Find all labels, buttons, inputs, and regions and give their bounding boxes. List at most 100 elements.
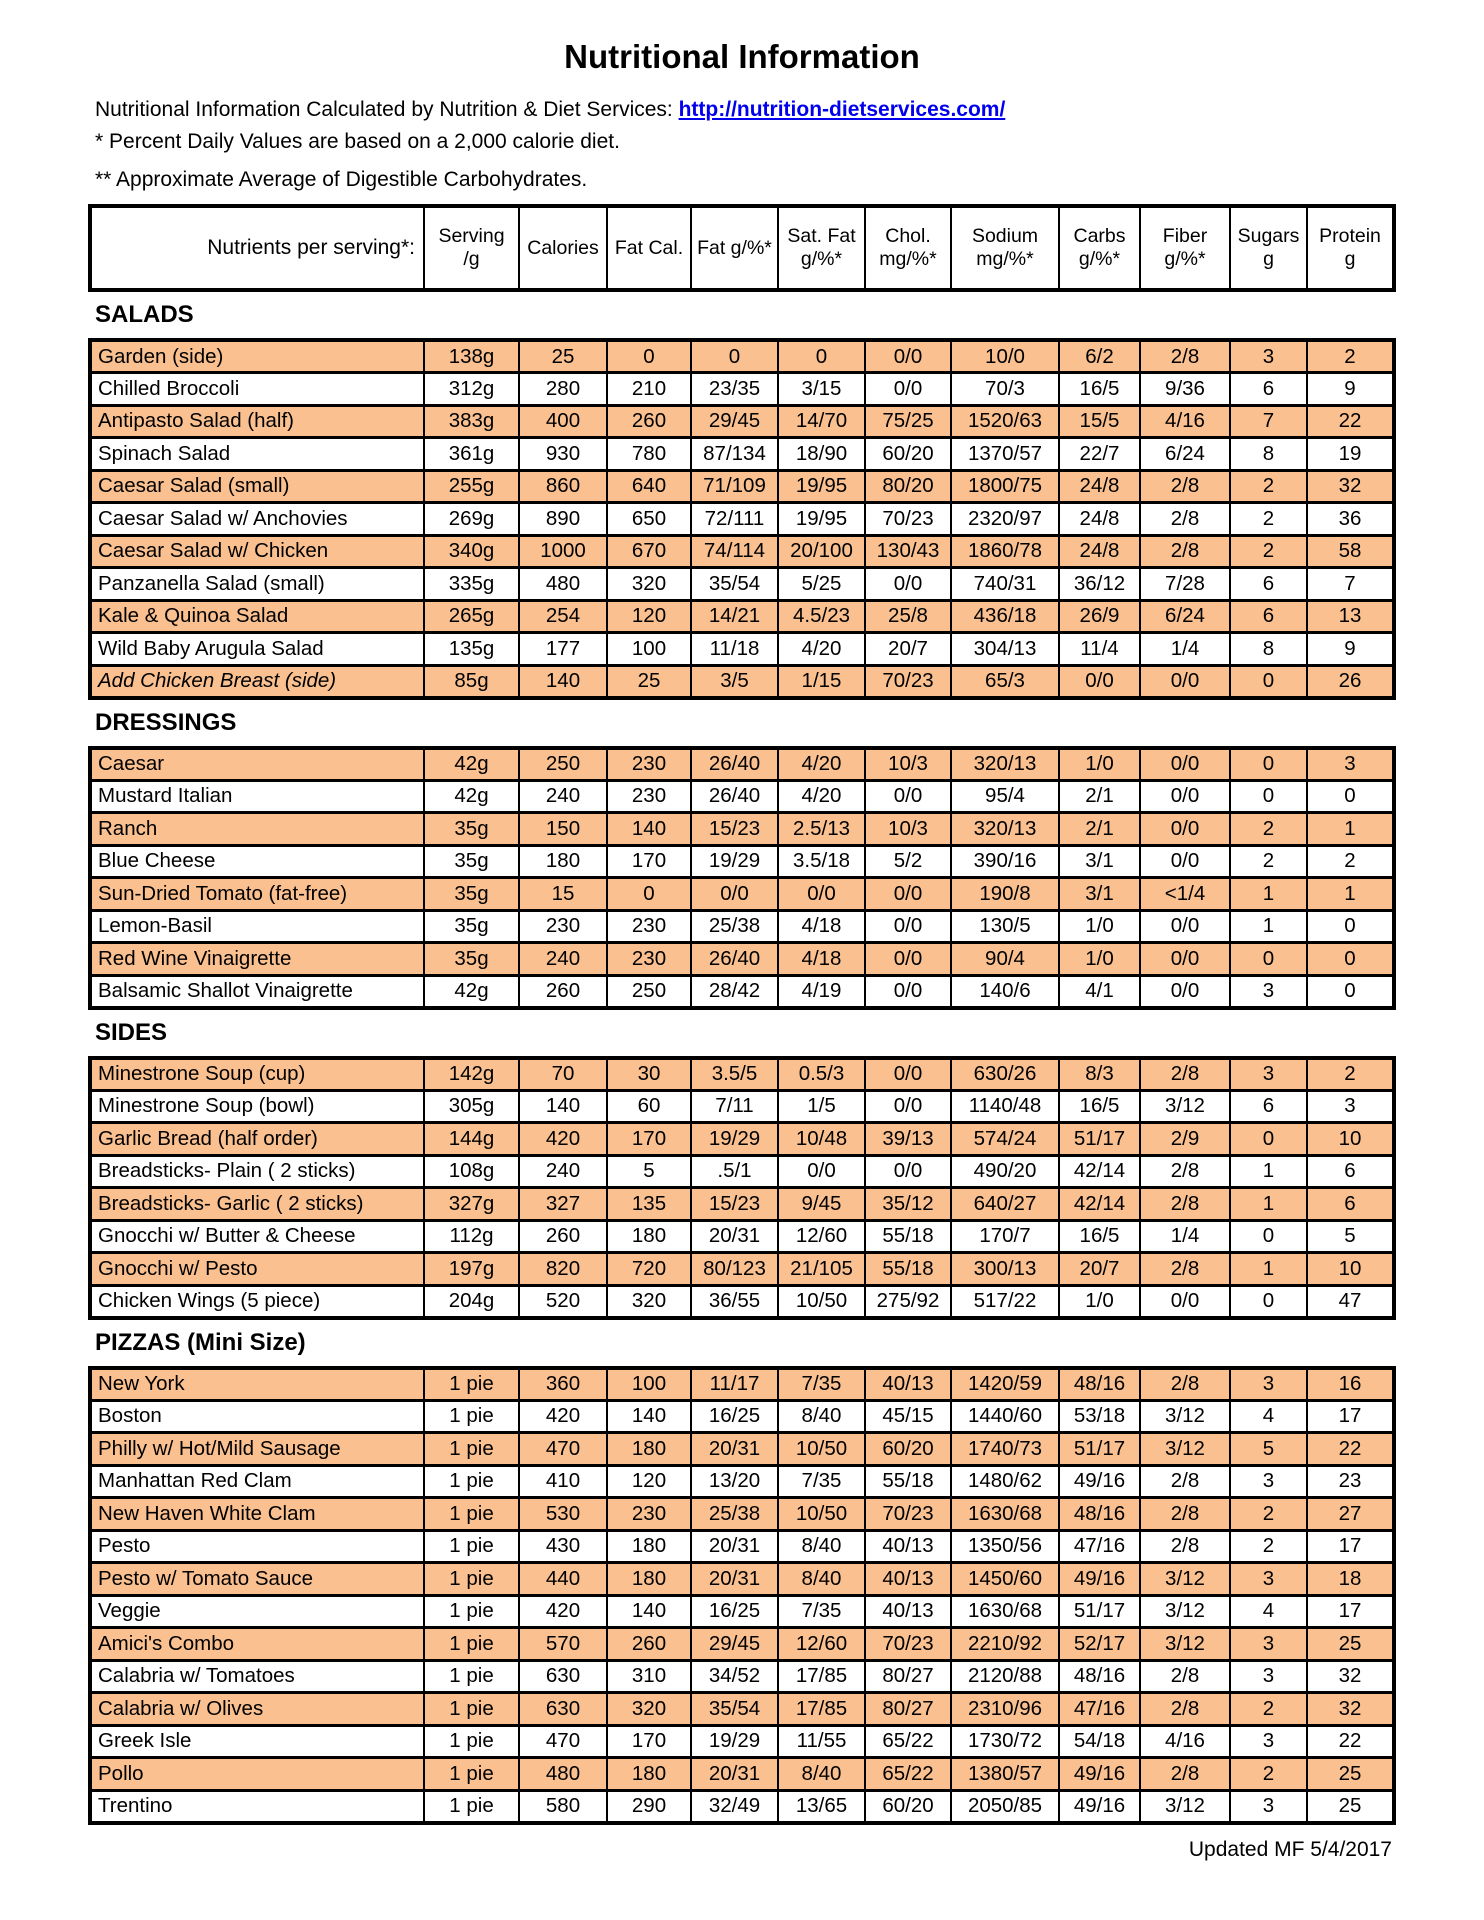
value-cell: 240 (518, 941, 608, 977)
value-cell: 4/1 (1058, 973, 1141, 1009)
value-cell: 230 (606, 908, 692, 944)
value-cell: 7/35 (777, 1593, 866, 1629)
intro-link[interactable]: http://nutrition-dietservices.com/ (678, 98, 1006, 121)
value-cell: 20/31 (690, 1561, 779, 1597)
value-cell: 8 (1229, 631, 1308, 667)
value-cell: 87/134 (690, 436, 779, 472)
value-cell: 360 (518, 1366, 608, 1402)
table-row: Minestrone Soup (cup) 142g 70 30 3.5/5 0.5/3 0… (89, 1056, 1395, 1092)
value-cell: 8/40 (777, 1398, 866, 1434)
table-row: Garden (side) 138g 25 0 0 0 0/0 10/0 6/2 2/8 3 2 (89, 338, 1395, 374)
value-cell: 197g (423, 1251, 520, 1287)
item-name: Kale & Quinoa Salad (89, 598, 425, 634)
value-cell: 5 (1229, 1431, 1308, 1467)
value-cell: 135g (423, 631, 520, 667)
value-cell: 71/109 (690, 468, 779, 504)
value-cell: 13 (1306, 598, 1395, 634)
section-title-dressings: DRESSINGS (95, 708, 237, 736)
value-cell: 1 (1229, 876, 1308, 912)
table-row: Panzanella Salad (small) 335g 480 320 35/54 5… (89, 566, 1395, 602)
value-cell: 327 (518, 1186, 608, 1222)
value-cell: 25 (1306, 1756, 1395, 1792)
value-cell: 130/5 (950, 908, 1060, 944)
value-cell: 10/48 (777, 1121, 866, 1157)
item-name: Minestrone Soup (cup) (89, 1056, 425, 1092)
header-row: Nutrients per serving*: Serving /g Calor… (89, 204, 1395, 292)
value-cell: <1/4 (1139, 876, 1231, 912)
value-cell: 630 (518, 1658, 608, 1694)
value-cell: 0/0 (1139, 973, 1231, 1009)
value-cell: 1/4 (1139, 631, 1231, 667)
value-cell: 16/5 (1058, 1088, 1141, 1124)
value-cell: 22 (1306, 1723, 1395, 1759)
value-cell: 180 (518, 843, 608, 879)
value-cell: 361g (423, 436, 520, 472)
value-cell: 70/3 (950, 371, 1060, 407)
value-cell: 1 pie (423, 1593, 520, 1629)
value-cell: 320 (606, 1283, 692, 1319)
value-cell: 1/4 (1139, 1218, 1231, 1254)
value-cell: 80/27 (864, 1691, 952, 1727)
value-cell: 6 (1229, 598, 1308, 634)
value-cell: 58 (1306, 533, 1395, 569)
table-row: Pesto w/ Tomato Sauce 1 pie 440 180 20/31 8/4… (89, 1561, 1395, 1597)
value-cell: 60/20 (864, 1788, 952, 1824)
table-row: Mustard Italian 42g 240 230 26/40 4/20 0/0 95/4… (89, 778, 1395, 814)
value-cell: 42/14 (1058, 1153, 1141, 1189)
value-cell: 0/0 (1139, 746, 1231, 782)
value-cell: 260 (518, 1218, 608, 1254)
value-cell: 574/24 (950, 1121, 1060, 1157)
item-name: Sun-Dried Tomato (fat-free) (89, 876, 425, 912)
table-row: Wild Baby Arugula Salad 135g 177 100 11/18 4/… (89, 631, 1395, 667)
value-cell: 140 (606, 1398, 692, 1434)
value-cell: 70 (518, 1056, 608, 1092)
value-cell: 8 (1229, 436, 1308, 472)
table-row: Gnocchi w/ Pesto 197g 820 720 80/123 21/105 55… (89, 1251, 1395, 1287)
value-cell: 6 (1229, 371, 1308, 407)
value-cell: 11/4 (1058, 631, 1141, 667)
value-cell: 10/3 (864, 811, 952, 847)
value-cell: 1 (1306, 811, 1395, 847)
value-cell: 0 (1306, 941, 1395, 977)
value-cell: 320 (606, 1691, 692, 1727)
value-cell: 860 (518, 468, 608, 504)
value-cell: 1450/60 (950, 1561, 1060, 1597)
value-cell: 4 (1229, 1593, 1308, 1629)
value-cell: 29/45 (690, 1626, 779, 1662)
value-cell: 320 (606, 566, 692, 602)
value-cell: 80/27 (864, 1658, 952, 1694)
value-cell: 11/17 (690, 1366, 779, 1402)
value-cell: 1/5 (777, 1088, 866, 1124)
item-name: Gnocchi w/ Butter & Cheese (89, 1218, 425, 1254)
value-cell: 2/8 (1139, 1463, 1231, 1499)
value-cell: 6 (1306, 1186, 1395, 1222)
value-cell: 740/31 (950, 566, 1060, 602)
value-cell: 35g (423, 843, 520, 879)
note-daily-values: * Percent Daily Values are based on a 2,… (95, 130, 620, 153)
value-cell: 3 (1306, 1088, 1395, 1124)
value-cell: 22/7 (1058, 436, 1141, 472)
table-row: Greek Isle 1 pie 470 170 19/29 11/55 65/22 1730… (89, 1723, 1395, 1759)
value-cell: 3 (1229, 1056, 1308, 1092)
value-cell: 15/23 (690, 1186, 779, 1222)
table-row: Caesar Salad w/ Chicken 340g 1000 670 74/114… (89, 533, 1395, 569)
value-cell: 3 (1229, 1561, 1308, 1597)
section-table: New York 1 pie 360 100 11/17 7/35 40/13 1420/59… (88, 1365, 1396, 1825)
value-cell: 18/90 (777, 436, 866, 472)
value-cell: 1 (1229, 908, 1308, 944)
value-cell: 40/13 (864, 1593, 952, 1629)
value-cell: 0/0 (864, 338, 952, 374)
value-cell: 35g (423, 908, 520, 944)
value-cell: 305g (423, 1088, 520, 1124)
value-cell: 20/31 (690, 1431, 779, 1467)
value-cell: 19/29 (690, 843, 779, 879)
value-cell: 1730/72 (950, 1723, 1060, 1759)
value-cell: 10 (1306, 1121, 1395, 1157)
value-cell: 170 (606, 1121, 692, 1157)
value-cell: 0 (1229, 1121, 1308, 1157)
value-cell: 180 (606, 1218, 692, 1254)
value-cell: 32 (1306, 1658, 1395, 1694)
value-cell: 47/16 (1058, 1691, 1141, 1727)
value-cell: 26/40 (690, 778, 779, 814)
item-name: Blue Cheese (89, 843, 425, 879)
